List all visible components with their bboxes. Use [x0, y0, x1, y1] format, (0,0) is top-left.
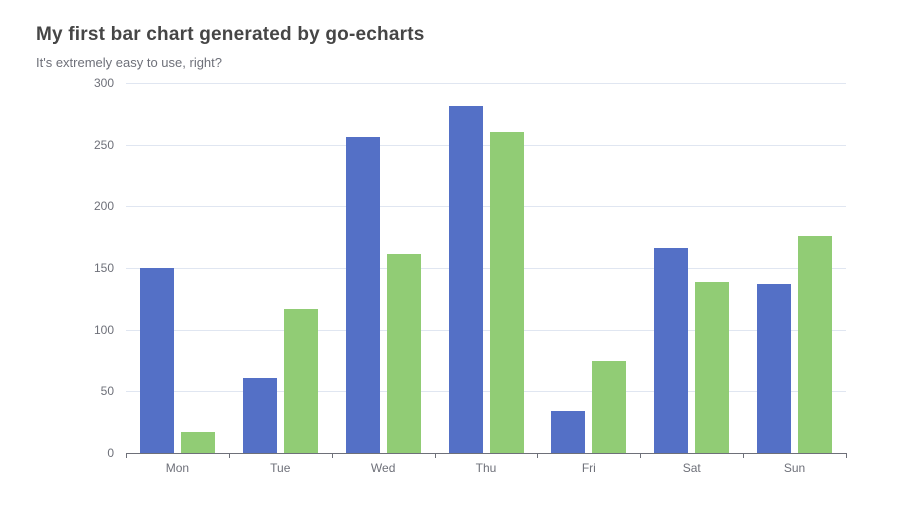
- bar-blue-sat[interactable]: [654, 248, 689, 453]
- x-axis-label-sat: Sat: [682, 461, 701, 475]
- x-axis-label-tue: Tue: [270, 461, 291, 475]
- gridline-100: [126, 329, 846, 331]
- y-axis-label-100: 100: [93, 322, 114, 337]
- y-axis-label-150: 150: [93, 261, 114, 275]
- x-axis-tick: [331, 453, 333, 458]
- y-axis-label-300: 300: [93, 76, 114, 90]
- gridline-200: [126, 206, 846, 208]
- bar-green-thu[interactable]: [489, 132, 524, 453]
- gridline-300: [126, 83, 846, 84]
- bar-blue-thu[interactable]: [448, 106, 483, 453]
- bar-green-sat[interactable]: [695, 281, 730, 453]
- x-axis-tick: [228, 453, 230, 458]
- y-axis-label-200: 200: [93, 199, 114, 214]
- bar-blue-wed[interactable]: [345, 137, 380, 453]
- y-axis-label-0: 0: [107, 446, 114, 460]
- bar-green-fri[interactable]: [592, 360, 627, 453]
- x-axis-tick: [126, 453, 127, 458]
- bar-green-wed[interactable]: [386, 254, 421, 453]
- x-axis-label-fri: Fri: [581, 461, 596, 475]
- x-axis-tick: [640, 453, 642, 458]
- x-axis-tick: [743, 453, 745, 458]
- x-axis-tick: [434, 453, 436, 458]
- gridline-250: [126, 144, 846, 146]
- x-axis-label-wed: Wed: [370, 461, 396, 475]
- x-axis-tick: [537, 453, 539, 458]
- bar-green-tue[interactable]: [283, 308, 318, 453]
- gridline-150: [126, 268, 846, 269]
- bar-blue-sun[interactable]: [757, 284, 792, 453]
- bar-green-mon[interactable]: [180, 432, 215, 453]
- y-axis-label-50: 50: [100, 384, 114, 399]
- gridline-50: [126, 391, 846, 393]
- bar-blue-tue[interactable]: [242, 377, 277, 453]
- chart-subtitle: It's extremely easy to use, right?: [36, 55, 223, 70]
- bar-blue-mon[interactable]: [139, 268, 174, 453]
- y-axis-label-250: 250: [93, 137, 114, 152]
- bar-blue-fri[interactable]: [551, 411, 586, 453]
- plot-area[interactable]: [126, 83, 847, 458]
- chart-title: My first bar chart generated by go-echar…: [36, 24, 425, 45]
- x-axis-label-mon: Mon: [165, 461, 190, 475]
- x-axis-label-sun: Sun: [783, 461, 806, 475]
- x-axis-label-thu: Thu: [475, 461, 497, 475]
- x-axis-tick: [846, 453, 847, 458]
- bar-green-sun[interactable]: [798, 235, 833, 453]
